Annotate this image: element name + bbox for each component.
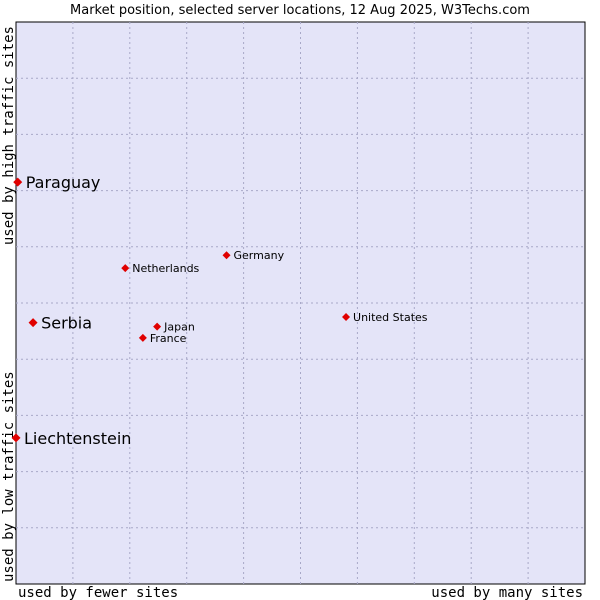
- point-serbia: Serbia: [28, 314, 92, 333]
- x-axis-label-high: used by many sites: [431, 585, 583, 600]
- point-label-germany: Germany: [234, 249, 285, 262]
- x-axis-label-low: used by fewer sites: [18, 585, 178, 600]
- point-marker-serbia: [28, 318, 38, 328]
- point-label-liechtenstein: Liechtenstein: [24, 429, 131, 448]
- point-marker-germany: [222, 251, 231, 260]
- point-label-united-states: United States: [353, 311, 428, 324]
- data-points: Paraguay Germany Netherlands United States S…: [11, 173, 428, 448]
- point-france: France: [138, 332, 187, 345]
- y-axis-label-low: used by low traffic sites: [1, 371, 17, 582]
- point-label-france: France: [150, 332, 187, 345]
- point-marker-united-states: [342, 313, 351, 322]
- y-axis-label-high: used by high traffic sites: [1, 26, 17, 245]
- point-marker-liechtenstein: [11, 433, 21, 443]
- point-paraguay: Paraguay: [13, 173, 100, 192]
- point-label-serbia: Serbia: [41, 314, 92, 333]
- point-united-states: United States: [342, 311, 428, 324]
- point-germany: Germany: [222, 249, 285, 262]
- point-marker-netherlands: [121, 264, 130, 273]
- point-netherlands: Netherlands: [121, 262, 200, 275]
- point-label-paraguay: Paraguay: [26, 173, 101, 192]
- point-marker-japan: [153, 322, 162, 331]
- point-marker-france: [138, 333, 147, 342]
- point-label-netherlands: Netherlands: [132, 262, 199, 275]
- chart-title: Market position, selected server locatio…: [70, 3, 530, 18]
- point-marker-paraguay: [13, 177, 23, 187]
- point-label-japan: Japan: [163, 321, 195, 334]
- grid-lines: [16, 22, 585, 584]
- point-japan: Japan: [153, 321, 195, 334]
- point-liechtenstein: Liechtenstein: [11, 429, 131, 448]
